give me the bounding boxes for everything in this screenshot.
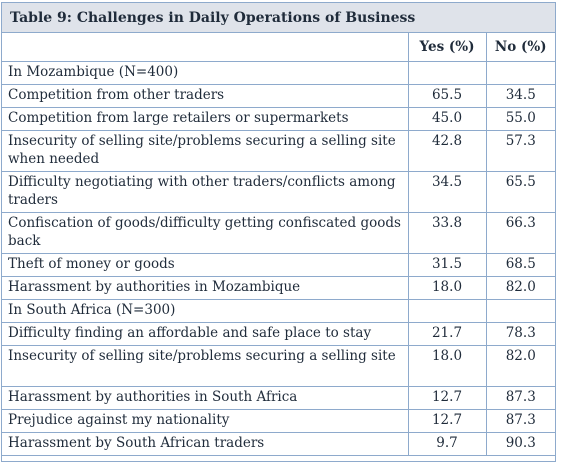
no-cell: [485, 61, 555, 85]
yes-cell: 18.0: [407, 345, 487, 387]
section-label: In Mozambique (N=400): [2, 61, 409, 85]
no-cell: 78.3: [485, 322, 555, 346]
row-label: Difficulty finding an affordable and saf…: [2, 322, 409, 346]
no-cell: 90.3: [485, 432, 555, 456]
row-label: Theft of money or goods: [2, 253, 409, 277]
row-label: Difficulty negotiating with other trader…: [2, 171, 409, 213]
table-title: Table 9: Challenges in Daily Operations …: [2, 3, 555, 33]
yes-cell: 42.8: [407, 130, 487, 172]
yes-cell: 33.8: [407, 212, 487, 254]
row-label: Competition from large retailers or supe…: [2, 107, 409, 131]
table-row: Harassment by South African traders 9.7 90…: [2, 432, 555, 456]
header-row: Yes (%) No (%): [2, 33, 555, 62]
yes-cell: [407, 61, 487, 85]
table-row: Difficulty finding an affordable and saf…: [2, 322, 555, 346]
header-empty: [2, 33, 409, 62]
row-label: Confiscation of goods/difficulty getting…: [2, 212, 409, 254]
no-cell: 87.3: [485, 386, 555, 410]
table-row: Insecurity of selling site/problems secu…: [2, 130, 555, 172]
row-label: Insecurity of selling site/problems secu…: [2, 130, 409, 172]
no-cell: 68.5: [485, 253, 555, 277]
no-cell: 87.3: [485, 409, 555, 433]
table-row: Difficulty negotiating with other trader…: [2, 171, 555, 213]
no-cell: [485, 299, 555, 323]
yes-cell: 9.7: [407, 432, 487, 456]
yes-cell: 65.5: [407, 84, 487, 108]
row-label: Competition from other traders: [2, 84, 409, 108]
no-cell: 66.3: [485, 212, 555, 254]
data-table: Yes (%) No (%) In Mozambique (N=400) Com…: [2, 33, 555, 456]
row-label: Insecurity of selling site/problems secu…: [2, 345, 409, 387]
row-label: Prejudice against my nationality: [2, 409, 409, 433]
table-row: Harassment by authorities in South Afric…: [2, 386, 555, 410]
row-label: Harassment by authorities in South Afric…: [2, 386, 409, 410]
yes-cell: 34.5: [407, 171, 487, 213]
header-yes: Yes (%): [407, 33, 487, 62]
no-cell: 65.5: [485, 171, 555, 213]
header-no: No (%): [485, 33, 555, 62]
no-cell: 55.0: [485, 107, 555, 131]
no-cell: 82.0: [485, 276, 555, 300]
yes-cell: 12.7: [407, 386, 487, 410]
yes-cell: 45.0: [407, 107, 487, 131]
yes-cell: 31.5: [407, 253, 487, 277]
row-label: Harassment by authorities in Mozambique: [2, 276, 409, 300]
yes-cell: [407, 299, 487, 323]
section-row: In Mozambique (N=400): [2, 61, 555, 85]
yes-cell: 12.7: [407, 409, 487, 433]
table-row: Prejudice against my nationality 12.7 87.3: [2, 409, 555, 433]
table-frame: Table 9: Challenges in Daily Operations …: [1, 2, 556, 462]
yes-cell: 18.0: [407, 276, 487, 300]
section-row: In South Africa (N=300): [2, 299, 555, 323]
table-row: Harassment by authorities in Mozambique 1…: [2, 276, 555, 300]
table-row: Competition from large retailers or supe…: [2, 107, 555, 131]
row-label: Harassment by South African traders: [2, 432, 409, 456]
yes-cell: 21.7: [407, 322, 487, 346]
no-cell: 57.3: [485, 130, 555, 172]
no-cell: 34.5: [485, 84, 555, 108]
table-row: Insecurity of selling site/problems secu…: [2, 345, 555, 387]
table-row: Theft of money or goods 31.5 68.5: [2, 253, 555, 277]
section-label: In South Africa (N=300): [2, 299, 409, 323]
table-row: Confiscation of goods/difficulty getting…: [2, 212, 555, 254]
table-row: Competition from other traders 65.5 34.5: [2, 84, 555, 108]
no-cell: 82.0: [485, 345, 555, 387]
